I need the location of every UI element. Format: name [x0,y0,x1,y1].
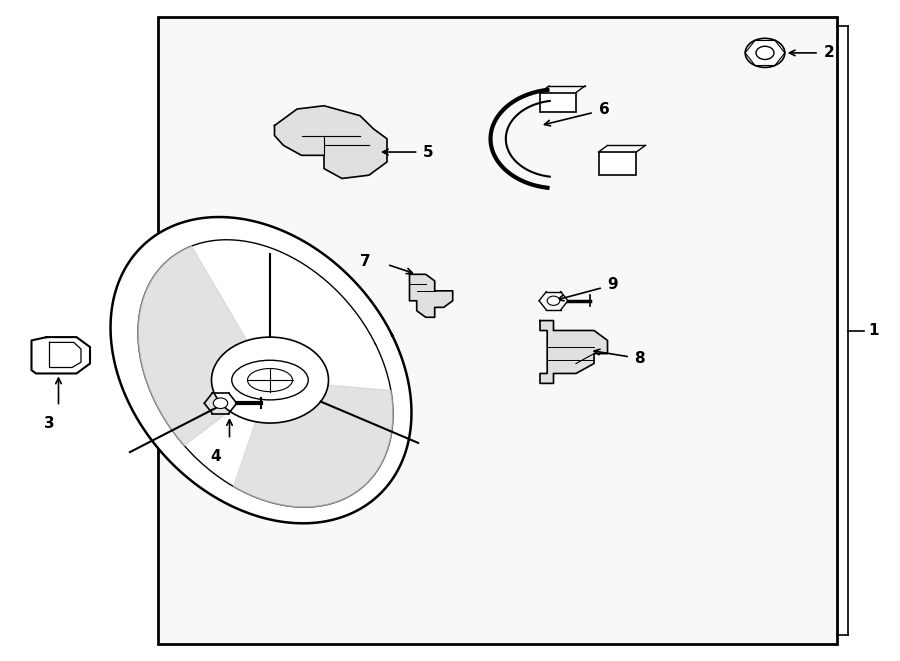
Polygon shape [233,380,393,507]
Text: 6: 6 [598,102,609,116]
Bar [158,17,837,644]
Polygon shape [32,337,90,373]
Text: 5: 5 [423,145,434,159]
Ellipse shape [232,360,308,400]
Circle shape [756,46,774,59]
Ellipse shape [248,369,292,391]
Bar [540,93,576,112]
Text: 1: 1 [868,323,879,338]
Bar [598,152,636,175]
Text: 4: 4 [211,449,221,465]
Polygon shape [410,274,453,317]
Circle shape [213,398,228,408]
Text: 8: 8 [634,352,645,366]
Polygon shape [540,321,608,383]
Circle shape [547,296,560,305]
Polygon shape [111,217,411,524]
Text: 3: 3 [44,416,55,432]
Text: 9: 9 [608,277,618,292]
Circle shape [212,337,328,423]
Text: 2: 2 [824,46,834,60]
Polygon shape [138,246,270,446]
Polygon shape [274,106,387,178]
Circle shape [745,38,785,67]
Text: 7: 7 [360,254,371,268]
